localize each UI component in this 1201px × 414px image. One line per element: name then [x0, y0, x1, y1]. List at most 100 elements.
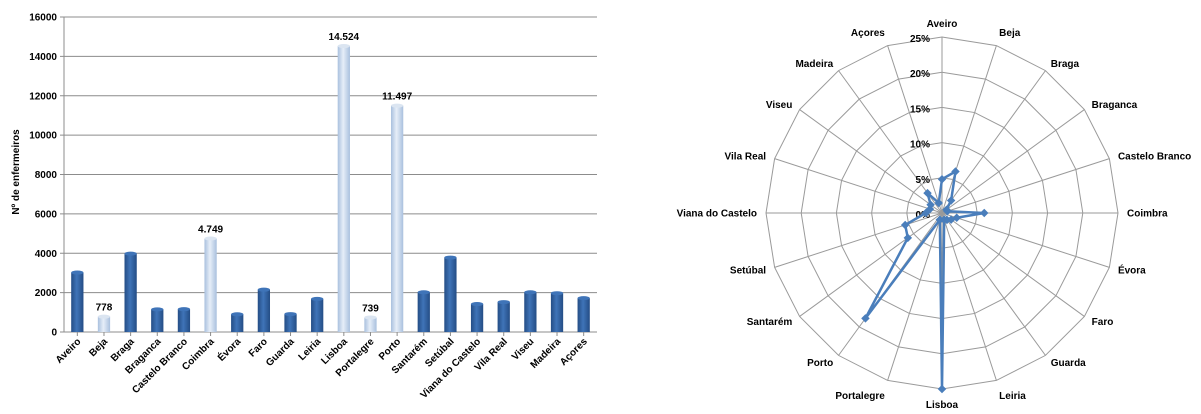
x-tick-label: Madeira: [529, 336, 564, 371]
radar-series: [861, 167, 989, 394]
x-tick-label: Guarda: [264, 336, 297, 369]
radar-tick-label: 10%: [910, 140, 930, 151]
radar-category-label: Madeira: [795, 59, 833, 70]
bar-faro: [257, 289, 271, 332]
y-tick-label: 10000: [29, 131, 57, 142]
radar-category-label: Viana do Castelo: [677, 209, 757, 220]
radar-point: [934, 198, 943, 208]
bar-cap: [284, 312, 297, 317]
bar-cap: [444, 255, 457, 260]
bar-cap: [470, 302, 484, 307]
radar-spoke: [799, 109, 943, 214]
radar-spoke: [941, 212, 1046, 356]
bar-cap: [204, 236, 217, 241]
radar-category-label: Braga: [1051, 59, 1080, 70]
y-tick-label: 16000: [29, 13, 57, 24]
data-label: 778: [96, 303, 113, 314]
radar-spoke: [941, 212, 1110, 268]
bar-guarda: [284, 314, 297, 332]
bar-viana-do-castelo: [470, 304, 484, 332]
y-tick-label: 14000: [29, 52, 57, 63]
bar-porto: [390, 105, 404, 333]
radar-spoke: [941, 212, 997, 381]
x-tick-label: Faro: [247, 336, 270, 359]
radar-category-label: Guarda: [1051, 358, 1086, 369]
radar-category-label: Aveiro: [927, 19, 958, 30]
y-tick-label: 2000: [35, 288, 58, 299]
bar-cap: [177, 307, 191, 312]
bar-braganca: [151, 309, 164, 332]
bar-aveiro: [71, 272, 84, 332]
bar-cap: [231, 312, 244, 317]
bar-labels: 0 2000 4000 6000 8000 10000 12000 14000 16000 Ave…: [29, 13, 590, 401]
radar-spoke: [941, 45, 997, 214]
bar-setúbal: [444, 257, 457, 332]
radar-chart: 0%5%10%15%20%25% AveiroBejaBragaBraganca…: [677, 19, 1192, 411]
radar-point: [861, 314, 870, 323]
data-label: 739: [362, 303, 379, 314]
radar-spoke: [799, 212, 943, 317]
bar-lisboa: [337, 46, 350, 333]
radar-spoke: [838, 70, 943, 214]
x-tick-label: Beja: [87, 336, 110, 359]
bar-évora: [231, 314, 244, 332]
bar-cap: [311, 296, 324, 301]
y-tick-label: 4000: [35, 249, 58, 260]
radar-category-label: Coimbra: [1127, 209, 1168, 220]
radar-tick-label: 25%: [910, 34, 930, 45]
bar-grid: [64, 16, 597, 294]
radar-spoke: [941, 158, 1110, 214]
bar-madeira: [550, 293, 564, 332]
x-tick-label: Açores: [558, 336, 590, 368]
radar-category-label: Porto: [807, 358, 833, 369]
bar-castelo-branco: [177, 309, 191, 332]
radar-category-label: Braganca: [1092, 100, 1138, 111]
radar-tick-label: 20%: [910, 69, 930, 80]
bar-cap: [497, 300, 510, 305]
radar-spoke: [941, 212, 1085, 317]
bar-coimbra: [204, 238, 217, 332]
radar-tick-label: 5%: [916, 175, 931, 186]
radar-category-label: Açores: [851, 28, 885, 39]
radar-spoke: [774, 212, 943, 268]
radar-category-label: Setúbal: [730, 266, 766, 277]
y-tick-label: 8000: [35, 170, 58, 181]
y-tick-label: 6000: [35, 209, 58, 220]
radar-category-label: Leiria: [999, 391, 1026, 402]
bar-cap: [577, 296, 590, 301]
bar-cap: [337, 44, 350, 49]
data-label: 11.497: [382, 92, 412, 103]
radar-point: [937, 384, 947, 394]
bar-viseu: [524, 292, 537, 332]
radar-category-label: Castelo Branco: [1118, 151, 1191, 162]
radar-point: [903, 233, 913, 243]
radar-category-label: Faro: [1092, 317, 1114, 328]
radar-category-label: Évora: [1118, 264, 1146, 277]
bar-vila-real: [497, 302, 510, 332]
radar-tick-label: 15%: [910, 104, 930, 115]
bar-santarém: [417, 292, 430, 332]
bar-chart: 0 2000 4000 6000 8000 10000 12000 14000 16000 Ave…: [11, 13, 597, 401]
bar-cap: [417, 290, 430, 295]
data-label: 14.524: [329, 32, 360, 43]
bar-cap: [524, 290, 537, 295]
radar-point: [943, 207, 952, 216]
bar-leiria: [311, 298, 324, 332]
radar-point: [900, 220, 910, 230]
radar-spoke: [941, 70, 1046, 214]
radar-spoke: [941, 109, 1085, 214]
x-tick-label: Aveiro: [54, 336, 84, 366]
bar-cap: [124, 251, 137, 256]
data-label: 4.749: [198, 225, 223, 236]
bar-cap: [151, 307, 164, 312]
radar-grid: [765, 36, 1119, 390]
bar-cap: [97, 314, 111, 319]
bar-portalegre: [364, 317, 377, 332]
bar-marks: [71, 44, 590, 333]
x-tick-label: Évora: [214, 335, 243, 364]
bar-açores: [577, 298, 590, 332]
radar-point: [946, 196, 956, 205]
bar-cap: [71, 270, 84, 275]
radar-spoke: [887, 212, 943, 381]
